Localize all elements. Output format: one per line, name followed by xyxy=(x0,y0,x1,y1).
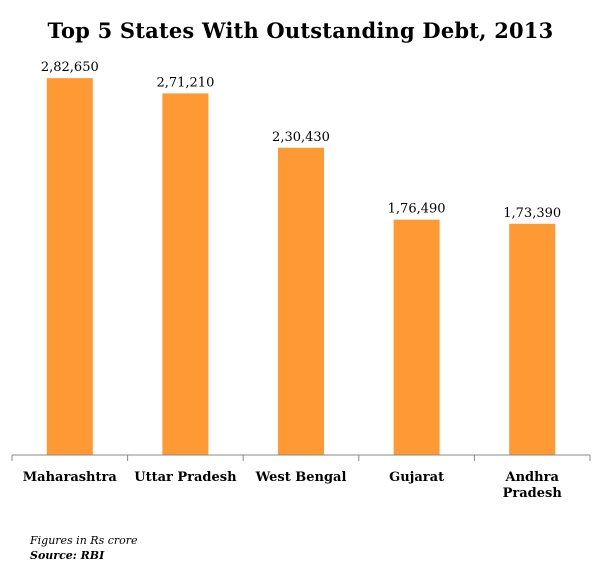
footnote-source: Source: RBI xyxy=(30,549,105,562)
x-tick-label-maharashtra: Maharashtra xyxy=(23,470,118,485)
value-labels-group: 2,82,650 2,71,210 2,30,430 1,76,490 1,73,390 xyxy=(41,60,561,221)
bar-gujarat xyxy=(393,219,440,455)
value-label-west-bengal: 2,30,430 xyxy=(272,130,330,145)
bar-west-bengal xyxy=(278,147,324,455)
footnote-units: Figures in Rs crore xyxy=(30,534,138,547)
value-label-uttar-pradesh: 2,71,210 xyxy=(156,75,214,90)
x-tick-label-andhra-pradesh: Andhra Pradesh xyxy=(503,470,563,501)
value-label-maharashtra: 2,82,650 xyxy=(41,60,99,75)
x-tick-label-gujarat: Gujarat xyxy=(389,470,444,485)
value-label-andhra-pradesh: 1,73,390 xyxy=(503,206,561,221)
x-tick-label-west-bengal: West Bengal xyxy=(255,470,347,485)
x-ticks-group xyxy=(11,455,591,461)
bar-uttar-pradesh xyxy=(162,93,209,456)
chart-title: Top 5 States With Outstanding Debt, 2013 xyxy=(47,18,554,43)
x-labels-group: Maharashtra Uttar Pradesh West Bengal Gujar… xyxy=(23,470,563,501)
x-tick-label-uttar-pradesh: Uttar Pradesh xyxy=(134,470,237,485)
bars-group xyxy=(46,78,556,456)
bar-andhra-pradesh xyxy=(509,223,556,455)
value-label-gujarat: 1,76,490 xyxy=(388,202,446,217)
bar-maharashtra xyxy=(46,78,93,455)
